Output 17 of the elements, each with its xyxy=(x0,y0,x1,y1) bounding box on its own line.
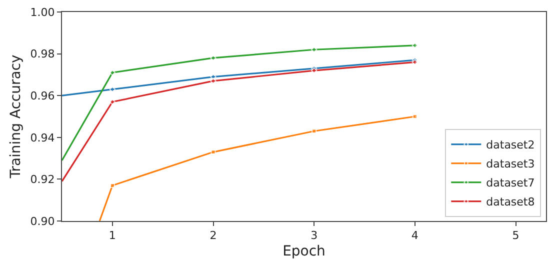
legend-label: dataset3 xyxy=(486,158,535,171)
legend-label: dataset8 xyxy=(486,196,535,209)
legend-label: dataset7 xyxy=(486,176,535,190)
x-tick-label: 3 xyxy=(310,229,318,242)
x-tick-label: 5 xyxy=(512,229,520,242)
y-tick-label: 0.94 xyxy=(30,131,55,144)
x-axis-title: Epoch xyxy=(282,244,326,260)
legend-label: dataset2 xyxy=(486,138,535,152)
y-axis-title: Training Accuracy xyxy=(8,54,24,180)
x-tick-label: 4 xyxy=(411,229,418,242)
x-tick-label: 1 xyxy=(108,229,116,242)
y-tick-label: 0.98 xyxy=(30,48,55,61)
y-tick-label: 0.92 xyxy=(30,173,55,186)
y-tick-label: 0.90 xyxy=(30,214,55,228)
y-tick-label: 0.96 xyxy=(30,89,55,102)
y-tick-label: 1.00 xyxy=(30,6,55,19)
x-tick-label: 2 xyxy=(210,229,217,242)
